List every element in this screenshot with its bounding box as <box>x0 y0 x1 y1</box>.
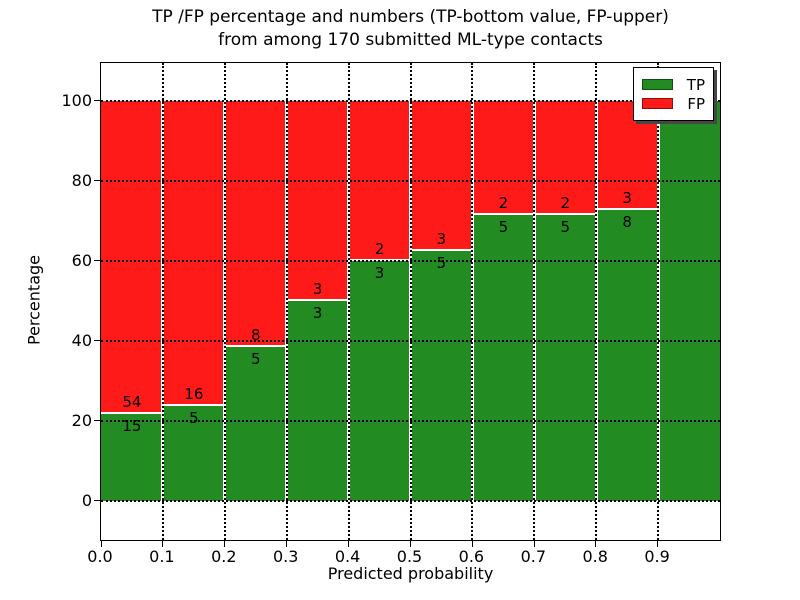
x-axis-label: Predicted probability <box>327 564 494 583</box>
y-tick-label: 60 <box>71 251 92 270</box>
y-tick-mark <box>94 100 100 102</box>
bar-label-fp: 3 <box>622 189 632 208</box>
bar-segment-tp <box>535 215 595 501</box>
grid-line-x <box>223 63 226 540</box>
x-tick-mark <box>409 541 411 547</box>
y-tick-label: 20 <box>71 411 92 430</box>
x-tick-label: 0.6 <box>458 547 485 566</box>
x-tick-label: 0.1 <box>149 547 175 566</box>
bar-segment-tp <box>288 301 348 501</box>
y-tick-mark <box>94 260 100 262</box>
chart-title-line1: TP /FP percentage and numbers (TP-bottom… <box>152 7 669 27</box>
bar-label-fp: 2 <box>374 240 385 258</box>
bar-segment-tp <box>659 101 720 501</box>
y-tick-label: 0 <box>81 491 92 510</box>
bar-segment-fp <box>412 101 471 251</box>
bar-segment-fp <box>164 101 224 406</box>
x-tick-mark <box>101 541 102 547</box>
legend-row: FP <box>641 94 705 113</box>
bar-segment-tp <box>412 251 471 501</box>
x-tick-mark <box>657 541 659 547</box>
bar-label-fp: 54 <box>122 393 142 412</box>
bar-segment-tp <box>473 215 533 501</box>
y-tick-label: 100 <box>61 91 92 110</box>
legend-label: FP <box>687 94 705 113</box>
grid-line-y <box>101 340 720 342</box>
x-tick-mark <box>285 541 287 547</box>
bar-label-tp: 3 <box>374 264 385 282</box>
y-tick-label: 80 <box>71 171 92 190</box>
bar-label-tp: 5 <box>560 218 571 237</box>
x-tick-label: 0.2 <box>211 547 237 566</box>
x-tick-mark <box>595 541 597 547</box>
grid-line-y <box>101 420 720 422</box>
bar-segment-fp <box>101 101 162 415</box>
x-tick-label: 0.3 <box>272 547 299 566</box>
bar-label-tp: 3 <box>312 304 323 322</box>
bar-label-fp: 2 <box>560 194 571 213</box>
x-tick-mark <box>347 541 349 547</box>
bar-label-fp: 3 <box>436 230 447 248</box>
bar-label-tp: 15 <box>122 417 142 436</box>
chart-title: TP /FP percentage and numbers (TP-bottom… <box>100 6 721 52</box>
y-tick-mark <box>94 340 100 342</box>
legend-row: TP <box>641 75 705 94</box>
legend-swatch-icon <box>641 98 673 109</box>
legend-swatch-icon <box>641 79 673 90</box>
plot-area: 54151658533233525253823TPFP <box>94 62 721 547</box>
bar-segment-tp <box>597 210 657 501</box>
grid-line-x <box>533 63 536 540</box>
bar-segment-fp <box>226 101 286 348</box>
legend-label: TP <box>686 75 705 94</box>
bar-segment-tp <box>350 261 409 501</box>
y-tick-mark <box>94 500 100 502</box>
grid-line-x <box>657 63 660 540</box>
bar-segment-fp <box>288 101 348 301</box>
y-tick-label: 40 <box>71 331 92 350</box>
x-tick-label: 0.5 <box>396 547 423 566</box>
bar-segment-fp <box>473 101 533 216</box>
grid-line-x <box>471 63 474 540</box>
grid-line-y <box>101 260 720 262</box>
x-tick-label: 0.7 <box>520 547 547 566</box>
y-tick-mark <box>94 420 100 422</box>
x-tick-mark <box>224 541 226 547</box>
chart-title-line2: from among 170 submitted ML-type contact… <box>218 30 603 50</box>
grid-line-y <box>101 180 720 182</box>
bar-label-tp: 5 <box>189 408 199 427</box>
bar-label-fp: 8 <box>250 326 261 345</box>
x-tick-label: 0.0 <box>87 547 113 566</box>
x-tick-label: 0.4 <box>334 547 361 566</box>
grid-line-y <box>101 500 720 502</box>
bar-label-fp: 3 <box>312 280 323 298</box>
bar-segment-fp <box>535 101 595 216</box>
bar-label-fp: 2 <box>498 194 509 213</box>
bar-label-fp: 16 <box>184 384 204 403</box>
grid-line-x <box>409 63 412 540</box>
x-tick-mark <box>471 541 473 547</box>
x-tick-mark <box>533 541 535 547</box>
grid-line-x <box>347 63 350 540</box>
bar-segment-tp <box>226 347 286 501</box>
x-tick-mark <box>162 541 164 547</box>
grid-line-x <box>285 63 288 540</box>
grid-line-y <box>101 100 720 102</box>
bar-segment-tp <box>101 414 162 501</box>
legend: TP FP <box>632 67 714 121</box>
bar-label-tp: 5 <box>436 254 447 272</box>
x-tick-label: 0.9 <box>644 547 670 566</box>
grid-line-x <box>595 63 598 540</box>
bar-label-tp: 8 <box>622 213 632 232</box>
grid-line-x <box>161 63 164 540</box>
y-tick-mark <box>94 180 100 182</box>
bar-label-tp: 5 <box>498 218 509 237</box>
x-tick-label: 0.8 <box>582 547 608 566</box>
bar-label-tp: 5 <box>250 350 261 369</box>
